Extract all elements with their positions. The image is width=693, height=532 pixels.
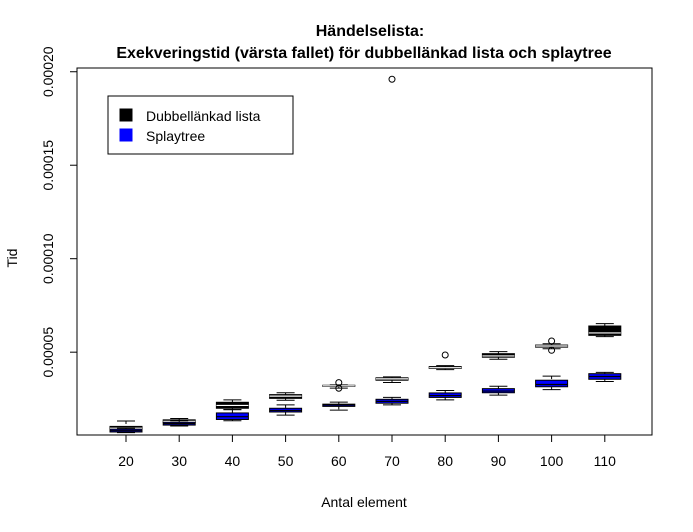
boxplot-group [375, 75, 409, 383]
boxplot-group [481, 385, 515, 396]
outlier-point [441, 351, 449, 359]
y-axis: 0.00005 0.00010 0.00015 0.00020 [40, 46, 78, 378]
chart-title-line1: Händelselista: [316, 23, 424, 40]
boxplot-group [588, 371, 622, 383]
legend-label-dubbellankad: Dubbellänkad lista [146, 108, 261, 124]
y-tick-label: 0.00020 [40, 46, 56, 97]
x-tick-label: 30 [171, 453, 187, 469]
boxplot-group [269, 392, 303, 401]
legend-swatch-dubbellankad [119, 108, 133, 122]
x-axis: 20 30 40 50 60 70 80 90 100 110 [118, 434, 617, 469]
x-tick-label: 20 [118, 453, 134, 469]
x-tick-label: 50 [278, 453, 294, 469]
x-tick-label: 110 [594, 453, 617, 469]
chart-title-line2: Exekveringstid (värsta fallet) för dubbe… [116, 45, 611, 62]
boxplot-group [428, 390, 462, 401]
boxplot-group [162, 420, 196, 427]
boxplot-group [215, 399, 249, 411]
box [535, 379, 569, 388]
boxplot-group [375, 396, 409, 406]
boxplot-group [588, 323, 622, 338]
legend-box [107, 95, 294, 155]
boxplot-group [535, 337, 569, 354]
y-tick-label: 0.00005 [40, 327, 56, 378]
y-axis-label: Tid [4, 249, 20, 268]
boxplot-group [215, 409, 249, 422]
y-tick-label: 0.00015 [40, 140, 56, 191]
outlier-point [335, 384, 343, 392]
outlier-point [548, 346, 556, 354]
x-axis-label: Antal element [321, 494, 407, 510]
legend-label-splaytree: Splaytree [146, 128, 205, 144]
boxplot-group [322, 379, 356, 392]
boxplot-group [269, 404, 303, 416]
x-tick-label: 100 [540, 453, 564, 469]
outlier-point [548, 337, 556, 345]
legend: Dubbellänkad lista Splaytree [107, 95, 294, 155]
y-tick-label: 0.00010 [40, 233, 56, 284]
boxplot-group [535, 375, 569, 391]
legend-swatch-splaytree [119, 128, 133, 142]
x-tick-label: 90 [491, 453, 507, 469]
boxplot-group [322, 401, 356, 411]
boxplot-group [428, 351, 462, 371]
x-tick-label: 70 [384, 453, 400, 469]
boxplot-group [109, 427, 143, 434]
x-tick-label: 40 [225, 453, 241, 469]
x-tick-label: 60 [331, 453, 347, 469]
box-series [109, 75, 622, 434]
box [588, 325, 622, 336]
x-tick-label: 80 [437, 453, 453, 469]
boxplot-group [481, 351, 515, 360]
outlier-point [388, 75, 396, 83]
